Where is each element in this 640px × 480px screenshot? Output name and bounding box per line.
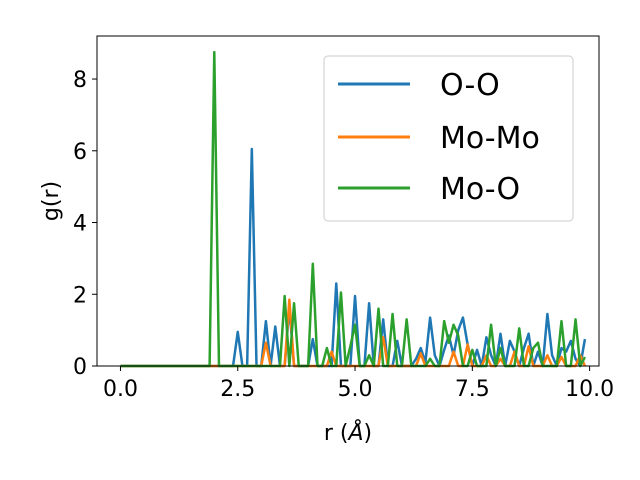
plot-frame	[96, 35, 600, 367]
y-tick-label: 2	[73, 283, 87, 308]
legend: O-O Mo-Mo Mo-O	[323, 55, 574, 222]
y-tick-label: 8	[73, 68, 87, 93]
y-tick-label: 0	[73, 355, 87, 380]
y-tick-label: 6	[73, 140, 87, 165]
x-tick-label: 5.0	[338, 377, 373, 402]
x-tick-label: 7.5	[455, 377, 490, 402]
x-tick-label: 0.0	[103, 377, 138, 402]
x-ticks: 0.0 2.5 5.0 7.5 10.0	[103, 366, 614, 402]
y-axis-label: g(r)	[39, 181, 64, 221]
x-tick-label: 2.5	[220, 377, 255, 402]
legend-label-mo-mo: Mo-Mo	[440, 121, 540, 156]
legend-label-mo-o: Mo-O	[440, 172, 520, 207]
y-tick-label: 4	[73, 212, 87, 237]
y-ticks: 0 2 4 6 8	[73, 68, 97, 380]
legend-box	[323, 55, 574, 222]
legend-label-o-o: O-O	[440, 68, 500, 103]
x-tick-label: 10.0	[565, 377, 614, 402]
x-axis-label: r (Å)	[324, 419, 372, 446]
